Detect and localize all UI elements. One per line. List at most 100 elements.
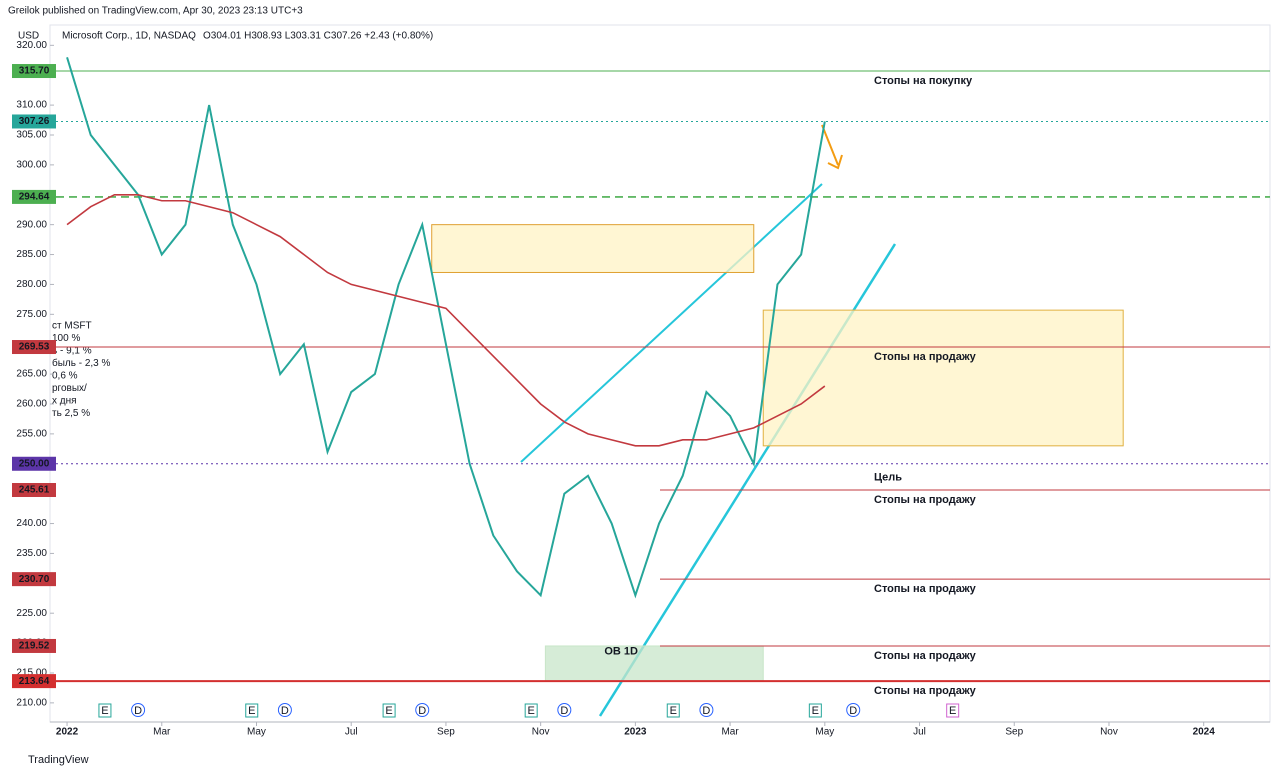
event-marker — [245, 703, 259, 718]
event-label: E — [670, 705, 677, 717]
x-tick-label: Jul — [913, 727, 926, 738]
price-label: 213.64 — [19, 676, 50, 687]
level-text: Цель — [874, 472, 902, 484]
price-label-bg — [12, 64, 56, 79]
note-line: х дня — [52, 396, 77, 407]
y-tick-label: 320.00 — [16, 40, 47, 51]
y-tick-label: 255.00 — [16, 429, 47, 440]
y-tick-label: 215.00 — [16, 668, 47, 679]
x-tick-label: Nov — [1100, 727, 1118, 738]
price-label-bg — [12, 638, 56, 653]
event-label: E — [812, 705, 819, 717]
y-tick-label: 235.00 — [16, 548, 47, 559]
event-marker — [415, 703, 430, 717]
event-label: D — [702, 705, 710, 717]
x-tick-label: May — [247, 727, 266, 738]
price-label-bg — [12, 340, 56, 355]
note-line: рговых/ — [52, 383, 87, 394]
price-label: 230.70 — [19, 574, 50, 585]
price-label-bg — [12, 483, 56, 498]
note-line: быль - 2,3 % — [52, 357, 111, 369]
y-tick-label: 225.00 — [16, 608, 47, 619]
symbol: Microsoft Corp., 1D, NASDAQ — [62, 31, 196, 42]
event-label: E — [248, 705, 255, 717]
event-label: E — [101, 705, 108, 717]
zone — [544, 645, 764, 682]
level-text: Стопы на продажу — [874, 583, 977, 595]
y-tick-label: 305.00 — [16, 130, 47, 141]
y-tick-label: 280.00 — [16, 279, 47, 290]
zone — [762, 309, 1124, 447]
price-label: 294.64 — [19, 192, 50, 203]
note-line: ть 2,5 % — [52, 408, 90, 419]
x-tick-label: May — [815, 727, 834, 738]
event-label: E — [528, 705, 535, 717]
price-label: 245.61 — [19, 485, 50, 496]
price-label-bg — [12, 456, 56, 471]
event-marker — [277, 703, 292, 717]
x-tick-label: Jul — [345, 727, 358, 738]
x-tick-label: 2022 — [56, 727, 79, 738]
event-label: D — [560, 705, 568, 717]
arrow — [821, 124, 843, 170]
level-text: Стопы на продажу — [874, 351, 977, 363]
y-tick-label: 260.00 — [16, 399, 47, 410]
note-line: ь - 9,1 % — [52, 346, 92, 357]
zone-label: OB 1D — [604, 645, 638, 657]
event-marker — [699, 703, 714, 717]
price-label: 269.53 — [19, 342, 50, 353]
price-label: 315.70 — [19, 66, 50, 77]
y-tick-label: 210.00 — [16, 698, 47, 709]
note-line: 0,6 % — [52, 371, 78, 382]
level-text: Стопы на покупку — [874, 75, 973, 87]
level-text: Стопы на продажу — [874, 685, 977, 697]
event-marker — [524, 703, 538, 718]
event-label: E — [949, 705, 956, 717]
x-tick-label: 2024 — [1193, 727, 1216, 738]
y-tick-label: 290.00 — [16, 219, 47, 230]
x-tick-label: 2023 — [624, 727, 647, 738]
price-label: 219.52 — [19, 641, 50, 652]
event-label: E — [385, 705, 392, 717]
event-marker — [382, 703, 396, 718]
event-marker — [666, 703, 680, 718]
event-marker — [808, 703, 822, 718]
price-label-bg — [12, 189, 56, 204]
x-tick-label: Nov — [532, 727, 550, 738]
y-tick-label: 285.00 — [16, 249, 47, 260]
event-label: D — [418, 705, 426, 717]
event-marker — [557, 703, 572, 717]
x-tick-label: Sep — [437, 727, 455, 738]
level-text: Стопы на продажу — [874, 650, 977, 662]
ohlc: O304.01 H308.93 L303.31 C307.26 +2.43 (+… — [203, 31, 433, 42]
y-tick-label: 275.00 — [16, 309, 47, 320]
x-tick-label: Sep — [1005, 727, 1023, 738]
note-line: ст MSFT — [52, 321, 92, 332]
note-line: 100 % — [52, 333, 80, 344]
y-tick-label: 240.00 — [16, 518, 47, 529]
event-marker — [946, 703, 960, 718]
price-label: 307.26 — [19, 116, 50, 127]
y-tick-label: 265.00 — [16, 369, 47, 380]
event-label: D — [281, 705, 289, 717]
price-label-bg — [12, 572, 56, 587]
y-tick-label: 300.00 — [16, 160, 47, 171]
price-label: 250.00 — [19, 458, 50, 469]
x-tick-label: Mar — [153, 727, 171, 738]
event-marker — [98, 703, 112, 718]
event-marker — [846, 703, 861, 717]
published-text: Greilok published on TradingView.com, Ap… — [8, 6, 303, 17]
price-label-bg — [12, 114, 56, 129]
level-text: Стопы на продажу — [874, 494, 977, 506]
price-label-bg — [12, 674, 56, 689]
event-label: D — [134, 705, 142, 717]
price-line — [66, 56, 826, 599]
event-label: D — [849, 705, 857, 717]
zone — [431, 224, 755, 273]
x-tick-label: Mar — [721, 727, 739, 738]
currency: USD — [18, 31, 39, 42]
y-tick-label: 310.00 — [16, 100, 47, 111]
price-line — [66, 193, 826, 447]
